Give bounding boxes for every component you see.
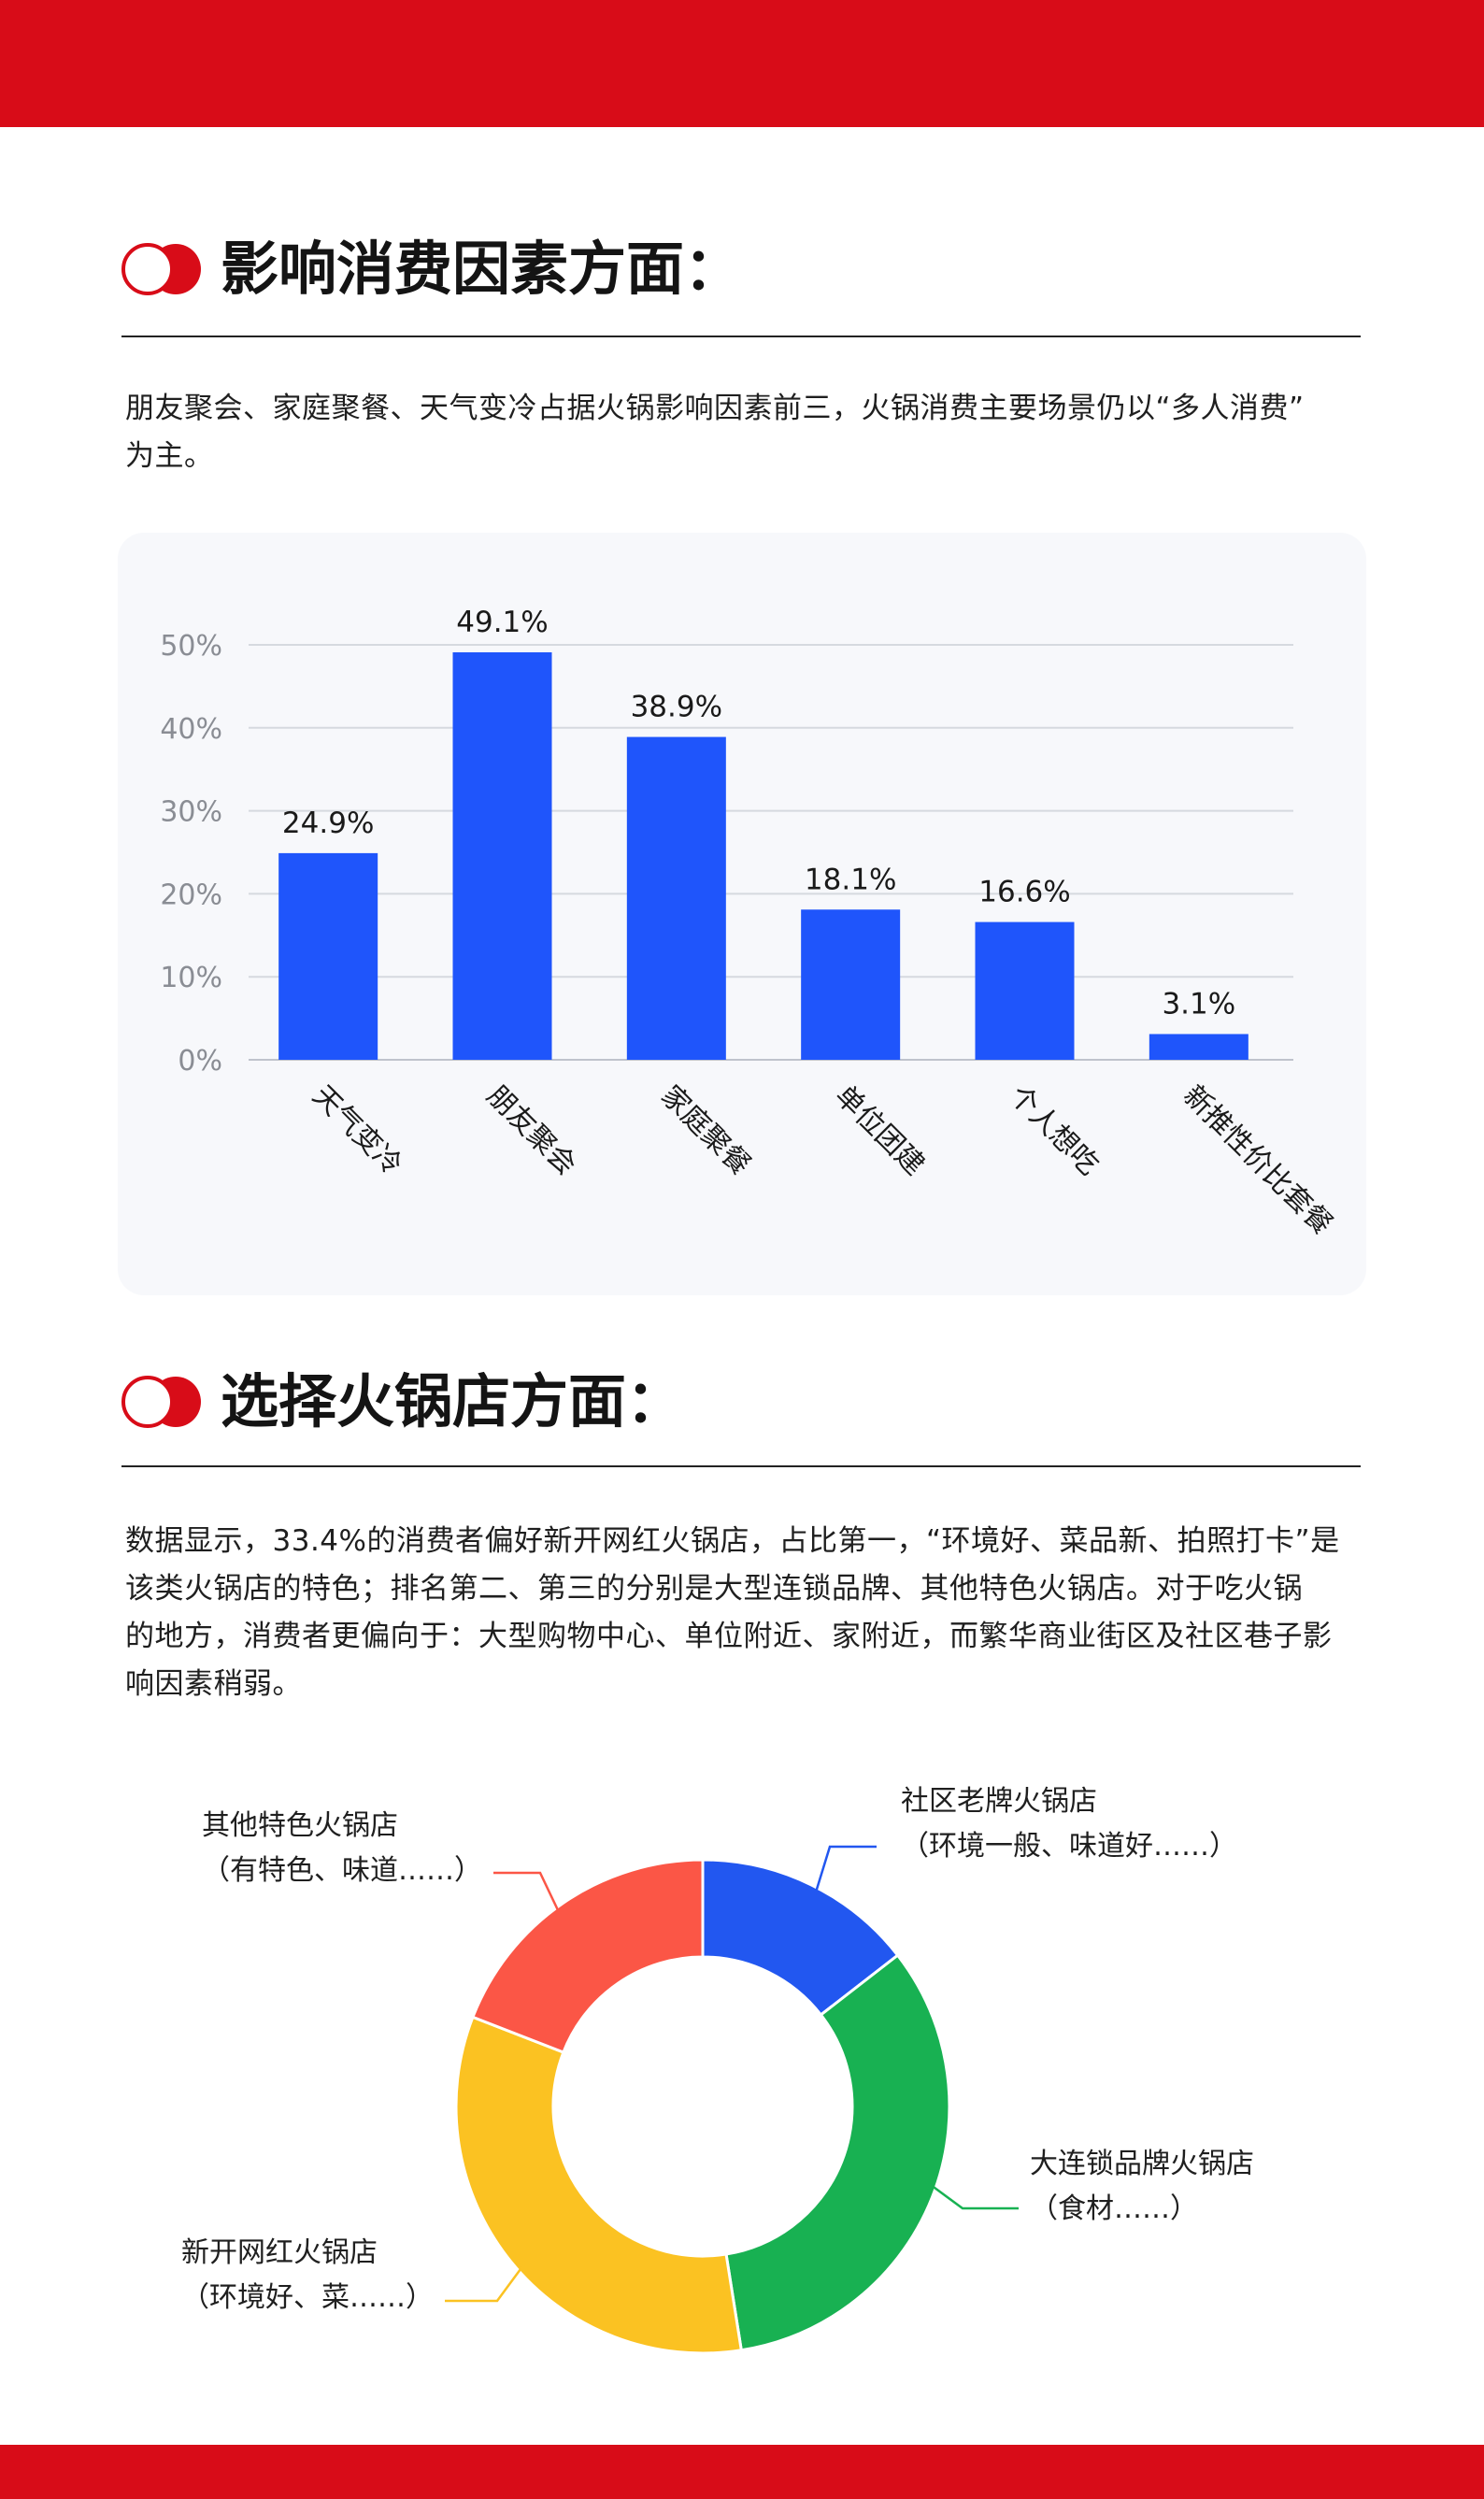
paragraph-line: 数据显示，33.4%的消费者偏好新开网红火锅店，占比第一，“环境好、菜品新、拍照…: [125, 1524, 1340, 1558]
leader-line: [926, 2180, 1019, 2210]
donut-label-desc: （有特色、味道……）: [202, 1854, 482, 1887]
bar: [626, 736, 726, 1060]
paragraph-line: 该类火锅店的特色；排名第二、第三的分别是大型连锁品牌、其他特色火锅店。对于吃火锅: [125, 1572, 1303, 1606]
donut-label-trendy: 新开网红火锅店 （环境好、菜……）: [181, 2231, 434, 2320]
divider: [121, 1465, 1361, 1467]
y-tick-label: 20%: [160, 878, 222, 911]
data-label: 3.1%: [1162, 987, 1235, 1021]
donut-label-title: 其他特色火锅店: [202, 1809, 398, 1842]
donut-label-desc: （食材……）: [1030, 2192, 1198, 2225]
data-label: 49.1%: [456, 606, 548, 639]
data-label: 16.6%: [978, 876, 1070, 909]
x-tick-label: 个人想吃: [1003, 1079, 1106, 1182]
x-tick-label: 家庭聚餐: [654, 1079, 757, 1182]
donut-label-title: 社区老牌火锅店: [901, 1785, 1097, 1818]
bar: [452, 651, 552, 1060]
bar: [975, 921, 1075, 1060]
donut-label-chain: 大连锁品牌火锅店 （食材……）: [1030, 2142, 1254, 2232]
bar: [1149, 1034, 1249, 1060]
paragraph-line: 的地方，消费者更偏向于：大型购物中心、单位附近、家附近，而繁华商业街区及社区巷子…: [125, 1620, 1333, 1653]
paragraph-line: 为主。: [125, 439, 214, 473]
bar: [278, 852, 378, 1060]
donut-slice: [470, 1858, 705, 2054]
leader-line: [445, 2264, 525, 2303]
y-tick-label: 30%: [160, 796, 222, 829]
data-label: 38.9%: [631, 691, 722, 724]
donut-label-community: 社区老牌火锅店 （环境一般、味道好……）: [901, 1779, 1237, 1869]
paragraph-line: 朋友聚会、家庭聚餐、天气变冷占据火锅影响因素前三，火锅消费主要场景仍以“多人消费…: [125, 392, 1305, 425]
section-title: 选择火锅店方面：: [221, 1367, 685, 1435]
donut-slice: [454, 2015, 744, 2355]
donut-label-desc: （环境好、菜……）: [181, 2281, 434, 2314]
data-label: 18.1%: [805, 863, 896, 896]
paragraph-line: 响因素稍弱。: [125, 1667, 302, 1701]
toggle-icon: [121, 1376, 201, 1428]
donut-slice: [701, 1858, 900, 2018]
y-tick-label: 40%: [160, 713, 222, 746]
x-tick-label: 天气变冷: [307, 1079, 409, 1182]
y-tick-label: 0%: [178, 1045, 222, 1078]
section-title: 影响消费因素方面：: [221, 235, 743, 303]
section-heading: 影响消费因素方面：: [121, 228, 1361, 303]
leader-line: [493, 1871, 561, 1913]
donut-label-title: 新开网红火锅店: [181, 2236, 378, 2269]
donut-label-title: 大连锁品牌火锅店: [1030, 2148, 1254, 2180]
footer-banner: [0, 2445, 1484, 2499]
section-paragraph: 数据显示，33.4%的消费者偏好新开网红火锅店，占比第一，“环境好、菜品新、拍照…: [125, 1518, 1364, 1708]
divider: [121, 336, 1361, 337]
bar-chart-card: 0% 10% 20% 30% 40% 50% 24.9% 天气变冷 49.1% 朋友聚会 38.9%…: [118, 533, 1366, 1295]
donut-label-other: 其他特色火锅店 （有特色、味道……）: [202, 1804, 482, 1893]
data-label: 24.9%: [282, 807, 374, 840]
x-tick-label: 单位团建: [829, 1079, 932, 1182]
section-paragraph: 朋友聚会、家庭聚餐、天气变冷占据火锅影响因素前三，火锅消费主要场景仍以“多人消费…: [125, 385, 1364, 480]
x-tick-label: 朋友聚会: [480, 1079, 583, 1182]
y-tick-label: 50%: [160, 630, 222, 663]
leader-line: [813, 1845, 877, 1896]
donut-slice: [724, 1953, 951, 2352]
section-heading: 选择火锅店方面：: [121, 1361, 1361, 1435]
x-tick-label: 新推性价比套餐: [1177, 1079, 1338, 1241]
toggle-icon: [121, 243, 201, 295]
donut-label-desc: （环境一般、味道好……）: [901, 1830, 1237, 1863]
header-banner: [0, 0, 1484, 127]
bar: [801, 909, 901, 1060]
bar-chart: 0% 10% 20% 30% 40% 50% 24.9% 天气变冷 49.1% 朋友聚会 38.9%…: [160, 606, 1338, 1241]
y-tick-label: 10%: [160, 962, 222, 994]
